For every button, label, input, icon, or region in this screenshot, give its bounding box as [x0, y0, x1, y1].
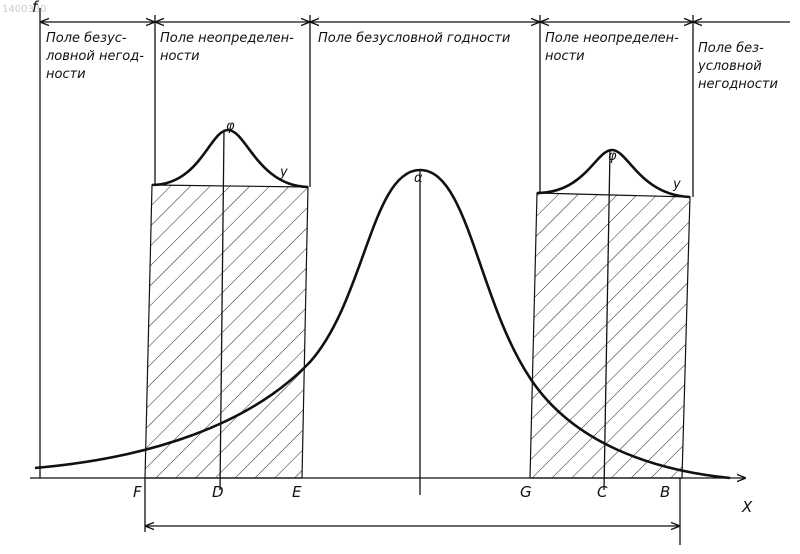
curve-label: y — [672, 177, 681, 192]
point-label: D — [212, 483, 224, 501]
point-label: G — [520, 483, 532, 501]
curve-label: α — [414, 171, 423, 186]
hatched-area-left — [145, 185, 308, 478]
diagram: 1400330 f X Поле безус- ловной негод- но… — [0, 0, 800, 554]
region-label: Поле неопределен- — [160, 31, 294, 46]
region-label: Поле безусловной годности — [318, 31, 510, 46]
region-label: ности — [160, 49, 200, 64]
hatched-area-right — [530, 193, 690, 478]
curve-label: φ — [608, 149, 617, 164]
region-label: ности — [545, 49, 585, 64]
x-axis-label: X — [741, 498, 753, 516]
region-label: ловной негод- — [45, 49, 144, 64]
curve-label: y — [279, 165, 288, 180]
curve-label: φ — [226, 119, 235, 134]
point-label: B — [660, 483, 670, 501]
point-label: F — [133, 483, 142, 501]
region-label: Поле безус- — [46, 31, 127, 46]
region-label: негодности — [698, 77, 778, 92]
region-label: Поле неопределен- — [545, 31, 679, 46]
point-label: C — [597, 483, 608, 501]
region-label: ности — [46, 67, 86, 82]
region-label: Поле без- — [698, 41, 764, 56]
point-label: E — [292, 483, 302, 501]
region-label: условной — [697, 59, 762, 74]
